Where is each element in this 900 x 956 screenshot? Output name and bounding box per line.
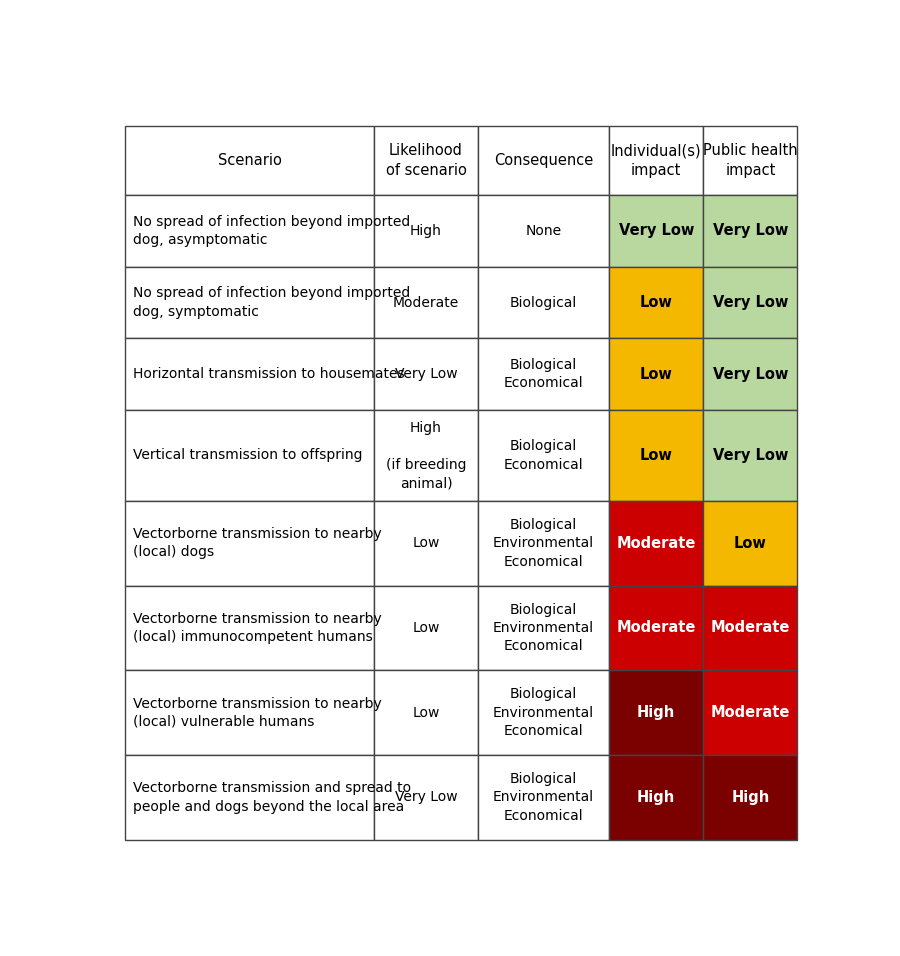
Bar [703,195,797,267]
Text: Low: Low [640,448,672,463]
Text: Biological
Economical: Biological Economical [504,439,583,471]
Text: Biological: Biological [510,295,577,310]
Text: Biological
Environmental
Economical: Biological Environmental Economical [493,518,594,569]
Text: Very Low: Very Low [394,367,457,381]
Text: Moderate: Moderate [711,706,790,720]
Text: High

(if breeding
animal): High (if breeding animal) [386,421,466,490]
Bar [703,126,797,195]
Text: Individual(s)
impact: Individual(s) impact [611,143,702,178]
Bar [374,126,478,195]
Text: Very Low: Very Low [713,295,788,310]
Bar [478,267,609,338]
Bar [125,586,374,670]
Text: Vertical transmission to offspring: Vertical transmission to offspring [133,448,363,463]
Text: High: High [637,790,675,805]
Bar [125,195,374,267]
Text: Low: Low [640,367,672,381]
Bar [125,338,374,410]
Text: Very Low: Very Low [713,367,788,381]
Bar [125,126,374,195]
Bar [609,755,703,839]
Bar [478,410,609,501]
Text: Vectorborne transmission to nearby
(local) immunocompetent humans: Vectorborne transmission to nearby (loca… [133,612,382,644]
Bar [478,670,609,755]
Bar [374,755,478,839]
Text: Biological
Environmental
Economical: Biological Environmental Economical [493,772,594,823]
Bar [609,126,703,195]
Bar [609,670,703,755]
Text: Moderate: Moderate [392,295,459,310]
Bar [478,338,609,410]
Text: Biological
Economical: Biological Economical [504,358,583,390]
Text: Low: Low [734,535,767,551]
Bar [609,586,703,670]
Text: Low: Low [640,295,672,310]
Bar [703,338,797,410]
Bar [478,755,609,839]
Bar [703,410,797,501]
Text: Moderate: Moderate [711,620,790,636]
Bar [125,501,374,586]
Text: High: High [410,224,442,238]
Bar [703,755,797,839]
Text: Low: Low [412,536,439,551]
Text: Very Low: Very Low [618,224,694,238]
Bar [478,126,609,195]
Text: Consequence: Consequence [494,153,593,168]
Bar [703,267,797,338]
Bar [125,267,374,338]
Text: Very Low: Very Low [713,448,788,463]
Bar [374,267,478,338]
Bar [125,670,374,755]
Bar [478,195,609,267]
Text: No spread of infection beyond imported
dog, symptomatic: No spread of infection beyond imported d… [133,287,410,318]
Bar [374,410,478,501]
Bar [125,410,374,501]
Text: Scenario: Scenario [218,153,282,168]
Bar [703,670,797,755]
Text: Vectorborne transmission and spread to
people and dogs beyond the local area: Vectorborne transmission and spread to p… [133,781,411,814]
Text: Moderate: Moderate [616,620,696,636]
Text: None: None [526,224,562,238]
Text: Moderate: Moderate [616,535,696,551]
Bar [609,338,703,410]
Bar [478,501,609,586]
Bar [609,267,703,338]
Text: Likelihood
of scenario: Likelihood of scenario [385,143,466,178]
Bar [609,195,703,267]
Text: Vectorborne transmission to nearby
(local) dogs: Vectorborne transmission to nearby (loca… [133,527,382,559]
Text: Low: Low [412,621,439,635]
Text: Very Low: Very Low [713,224,788,238]
Bar [374,501,478,586]
Bar [374,338,478,410]
Bar [374,670,478,755]
Bar [703,586,797,670]
Bar [703,501,797,586]
Text: Vectorborne transmission to nearby
(local) vulnerable humans: Vectorborne transmission to nearby (loca… [133,697,382,728]
Bar [374,195,478,267]
Text: No spread of infection beyond imported
dog, asymptomatic: No spread of infection beyond imported d… [133,215,410,247]
Bar [609,410,703,501]
Text: High: High [637,706,675,720]
Text: Public health
impact: Public health impact [703,143,797,178]
Text: Low: Low [412,706,439,720]
Bar [125,755,374,839]
Text: Biological
Environmental
Economical: Biological Environmental Economical [493,602,594,653]
Text: Very Low: Very Low [394,791,457,804]
Text: Horizontal transmission to housemates: Horizontal transmission to housemates [133,367,405,381]
Text: Biological
Environmental
Economical: Biological Environmental Economical [493,687,594,738]
Text: High: High [732,790,770,805]
Bar [609,501,703,586]
Bar [478,586,609,670]
Bar [374,586,478,670]
